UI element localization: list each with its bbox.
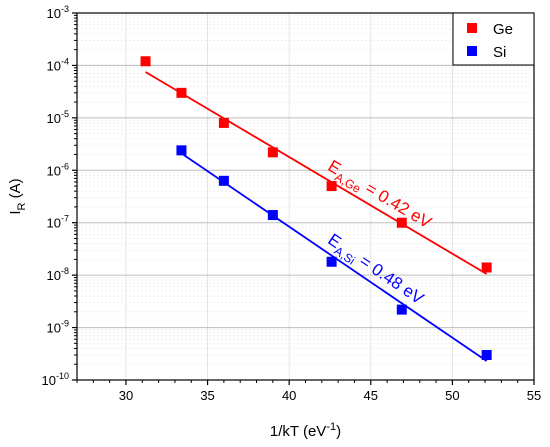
legend-marker-ge bbox=[467, 23, 477, 33]
data-point-si bbox=[176, 145, 187, 156]
fit-line-ge bbox=[145, 71, 488, 275]
y-tick-label: 10-3 bbox=[47, 4, 69, 21]
x-tick-label: 40 bbox=[282, 388, 296, 403]
annotation-ge: EA,Ge = 0.42 eV bbox=[323, 156, 436, 236]
y-tick-label: 10-5 bbox=[47, 109, 69, 126]
y-axis-ticks: 10-10 10-9 10-8 10-7 10-6 10-5 10-4 10-3 bbox=[42, 4, 77, 388]
y-axis-title: IR (A) bbox=[7, 178, 28, 214]
data-point-ge bbox=[218, 117, 229, 128]
data-point-si bbox=[267, 210, 278, 221]
x-axis-title: 1/kT (eV-1) bbox=[270, 421, 341, 440]
data-point-si bbox=[481, 349, 492, 360]
legend-box bbox=[452, 12, 535, 66]
legend: Ge Si bbox=[452, 12, 535, 66]
data-point-ge bbox=[267, 147, 278, 158]
y-tick-label: 10-4 bbox=[47, 56, 69, 73]
points-layer bbox=[140, 56, 492, 360]
x-tick-label: 55 bbox=[527, 388, 541, 403]
x-tick-label: 50 bbox=[445, 388, 459, 403]
data-point-si bbox=[326, 256, 337, 267]
data-point-ge bbox=[481, 262, 492, 273]
data-point-si bbox=[396, 304, 407, 315]
x-tick-label: 35 bbox=[200, 388, 214, 403]
y-tick-label: 10-9 bbox=[47, 319, 69, 336]
legend-label-si: Si bbox=[493, 44, 506, 61]
legend-label-ge: Ge bbox=[493, 21, 513, 38]
x-tick-label: 30 bbox=[119, 388, 133, 403]
data-point-ge bbox=[140, 56, 151, 67]
data-point-ge bbox=[396, 217, 407, 228]
y-tick-label: 10-8 bbox=[47, 266, 69, 283]
legend-marker-si bbox=[467, 46, 477, 56]
data-point-ge bbox=[176, 87, 187, 98]
fit-layer bbox=[145, 71, 488, 362]
grid-layer bbox=[77, 13, 534, 380]
x-tick-label: 45 bbox=[364, 388, 378, 403]
y-tick-label: 10-7 bbox=[47, 214, 69, 231]
data-point-ge bbox=[326, 181, 337, 192]
x-axis-ticks: 30 35 40 45 50 55 bbox=[76, 380, 541, 403]
annotation-si: EA,Si = 0.48 eV bbox=[322, 230, 428, 312]
y-tick-label: 10-10 bbox=[42, 371, 69, 388]
data-point-si bbox=[218, 175, 229, 186]
y-tick-label: 10-6 bbox=[47, 161, 69, 178]
